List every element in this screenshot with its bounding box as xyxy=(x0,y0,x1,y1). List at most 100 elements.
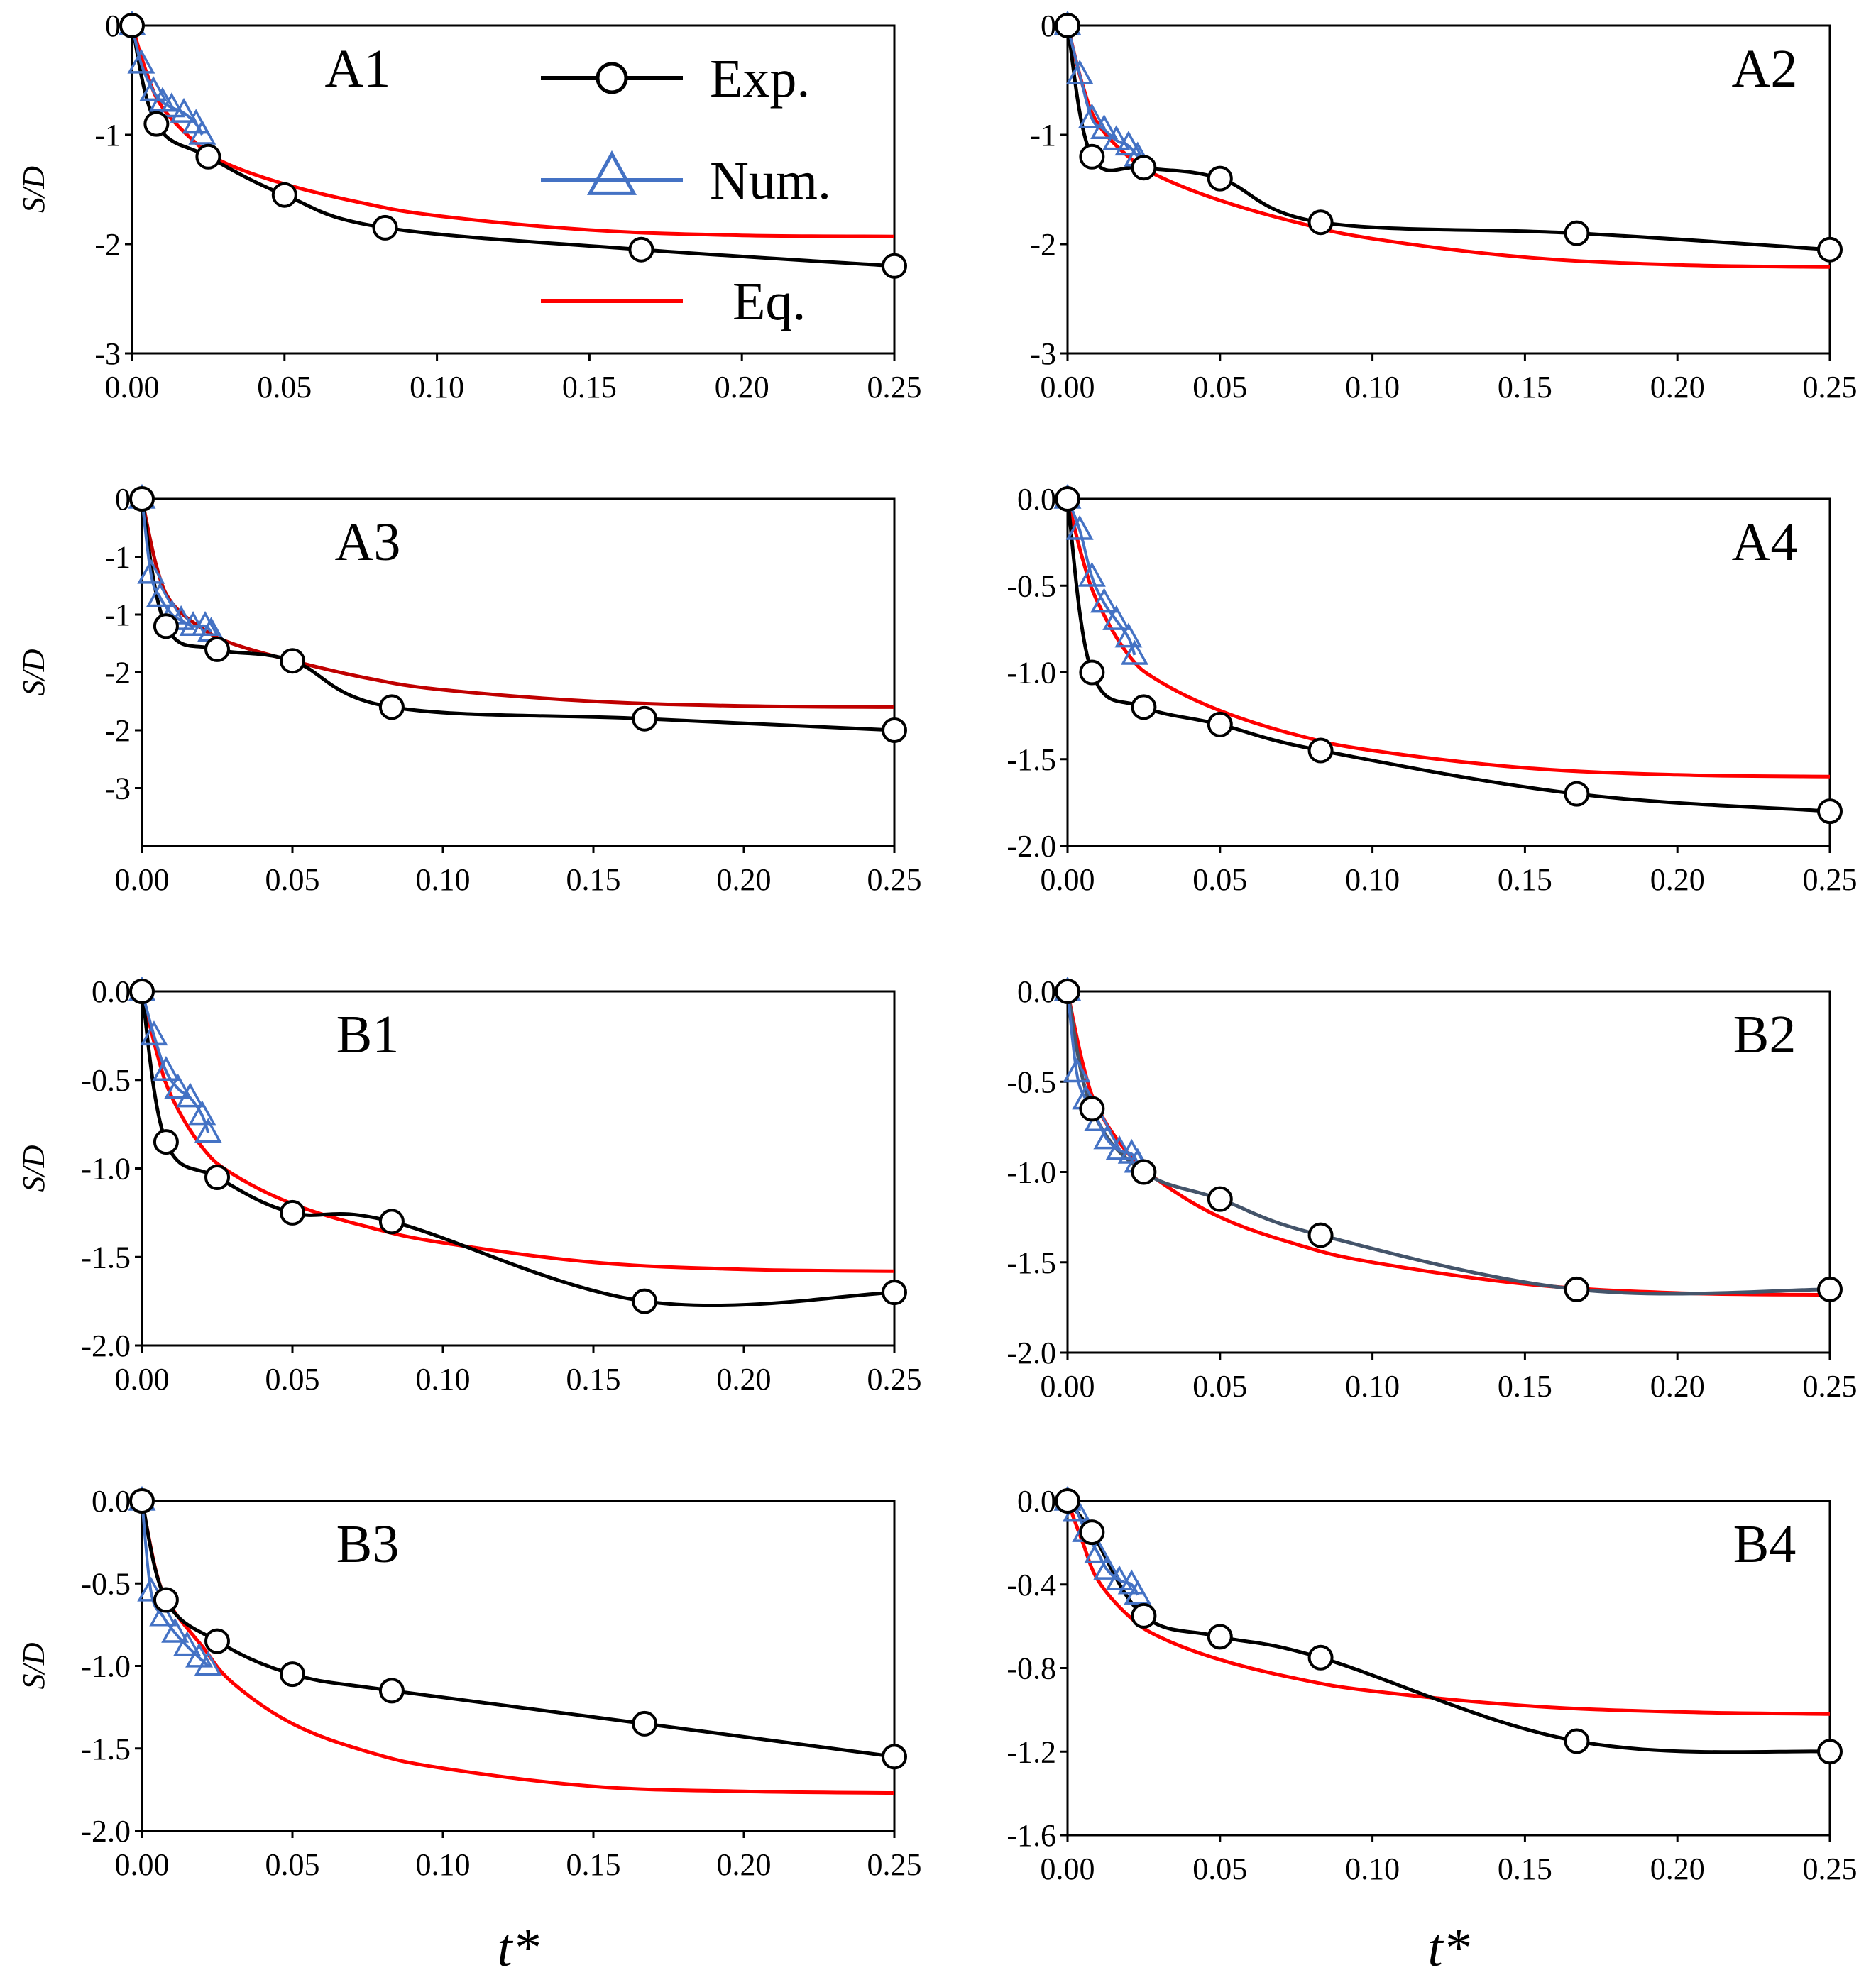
panel-label: A4 xyxy=(1732,512,1798,572)
exp-point xyxy=(1307,209,1334,236)
panel-b4: 0.0 -0.4 -0.8 -1.2 -1.60.00 0.05 0.10 0.15 0.20 0… xyxy=(1006,1484,1857,1975)
exp-point xyxy=(195,143,221,170)
panel-b3: 0.0 -0.5 -1.0 -1.5 -2.00.00 0.05 0.10 0.15 0.20 0… xyxy=(16,1484,922,1975)
y-tick-label: -0.4 xyxy=(1006,1568,1056,1602)
num-point xyxy=(1090,114,1119,140)
exp-point xyxy=(153,1129,179,1155)
num-point xyxy=(1065,60,1094,85)
exp-point xyxy=(632,705,658,732)
y-tick-label: -3 xyxy=(1030,336,1056,371)
x-tick-label: 0.20 xyxy=(1650,1369,1705,1404)
y-tick-label: -1.0 xyxy=(1006,1155,1056,1190)
y-tick-label: -1.0 xyxy=(81,1649,131,1684)
x-tick-label: 0.00 xyxy=(115,1362,170,1397)
x-tick-label: 0.25 xyxy=(1803,862,1858,897)
y-tick-label: -2 xyxy=(94,227,121,262)
x-tick-label: 0.20 xyxy=(1650,1852,1705,1886)
x-tick-label: 0.05 xyxy=(1192,370,1247,405)
exp-point xyxy=(1564,1276,1590,1302)
exp-point xyxy=(632,1288,658,1314)
num-point xyxy=(170,97,198,123)
exp-point xyxy=(1207,165,1233,192)
x-tick-label: 0.20 xyxy=(715,370,769,405)
num-point xyxy=(137,559,165,584)
eq-series-line xyxy=(1065,1500,1831,1716)
x-tick-label: 0.15 xyxy=(1498,862,1552,897)
num-point xyxy=(188,1100,216,1126)
y-tick-label: -1.5 xyxy=(1006,1245,1056,1280)
plot-frame xyxy=(141,990,896,1347)
num-series-line xyxy=(1066,991,1139,1164)
legend-circle-marker xyxy=(596,62,628,94)
exp-point xyxy=(1079,1519,1105,1546)
legend-label: Exp. xyxy=(710,49,810,109)
panel-label: B2 xyxy=(1733,1005,1797,1064)
exp-point xyxy=(378,694,405,720)
y-tick-label: -1.2 xyxy=(1006,1734,1056,1769)
x-tick-label: 0.05 xyxy=(257,370,312,405)
num-point xyxy=(176,1082,204,1108)
y-tick-label: 0.0 xyxy=(1017,974,1056,1009)
panel-label: B1 xyxy=(336,1005,400,1064)
eq-series-line xyxy=(1065,498,1831,779)
exp-point xyxy=(129,1488,155,1514)
x-tick-label: 0.10 xyxy=(1345,1852,1400,1886)
y-tick-label: -3 xyxy=(94,336,121,371)
exp-point xyxy=(372,214,398,241)
x-tick-label: 0.25 xyxy=(1803,1369,1858,1404)
exp-point xyxy=(1207,1624,1233,1650)
exp-point xyxy=(1131,694,1157,720)
num-point xyxy=(191,611,219,637)
exp-point xyxy=(1564,781,1590,807)
y-tick-label: -0.5 xyxy=(81,1566,131,1601)
x-tick-label: 0.15 xyxy=(1498,1369,1552,1404)
plot-frame xyxy=(1066,497,1831,847)
exp-point xyxy=(1079,659,1105,686)
exp-point xyxy=(280,648,305,674)
exp-point xyxy=(1307,737,1334,764)
num-point xyxy=(1065,515,1094,540)
x-tick-label: 0.25 xyxy=(867,1362,922,1397)
exp-series-line xyxy=(140,1500,895,1759)
x-axis-label: t* xyxy=(497,1918,539,1975)
y-tick-label: -2.0 xyxy=(1006,1336,1056,1370)
y-tick-label: -1.6 xyxy=(1006,1818,1056,1853)
exp-point xyxy=(153,1587,179,1613)
exp-point xyxy=(1055,979,1080,1004)
exp-point xyxy=(1564,1728,1590,1754)
eq-series-line xyxy=(140,991,895,1273)
x-tick-label: 0.15 xyxy=(566,1362,621,1397)
num-point xyxy=(185,1642,214,1668)
x-tick-label: 0.10 xyxy=(416,1847,471,1882)
legend: Exp. Num. Eq. xyxy=(541,49,831,331)
exp-point xyxy=(378,1209,405,1235)
exp-point xyxy=(882,1744,907,1770)
y-tick-label: 0.0 xyxy=(92,974,131,1009)
exp-point xyxy=(632,1710,658,1737)
x-tick-label: 0.05 xyxy=(265,862,320,897)
x-tick-label: 0.00 xyxy=(1041,1852,1095,1886)
num-point xyxy=(1105,1135,1134,1160)
legend-label: Num. xyxy=(710,151,831,211)
y-axis-label: S/D xyxy=(16,649,51,695)
eq-series-line xyxy=(140,1500,895,1795)
y-axis-label: S/D xyxy=(16,1145,51,1192)
num-point xyxy=(1063,1057,1091,1083)
plot-frame xyxy=(1066,1500,1831,1837)
x-tick-label: 0.05 xyxy=(1192,1852,1247,1886)
exp-point xyxy=(1817,1276,1843,1302)
x-tick-label: 0.15 xyxy=(1498,370,1552,405)
exp-point xyxy=(1817,236,1843,263)
x-tick-label: 0.20 xyxy=(717,862,772,897)
y-tick-label: -1.0 xyxy=(1006,656,1056,691)
plot-frame xyxy=(1066,990,1831,1354)
num-point xyxy=(164,1073,192,1099)
panel-b1: 0.0 -0.5 -1.0 -1.5 -2.00.00 0.05 0.10 0.15 0.20 0… xyxy=(16,974,922,1397)
eq-series-line xyxy=(1065,25,1831,269)
y-tick-label: 0 xyxy=(105,9,121,43)
panel-b2: 0.0 -0.5 -1.0 -1.5 -2.00.00 0.05 0.10 0.15 0.20 0… xyxy=(1006,974,1857,1404)
exp-series-line xyxy=(1065,498,1831,813)
y-tick-label: -2.0 xyxy=(81,1328,131,1363)
x-tick-label: 0.15 xyxy=(1498,1852,1552,1886)
x-tick-label: 0.10 xyxy=(410,370,464,405)
